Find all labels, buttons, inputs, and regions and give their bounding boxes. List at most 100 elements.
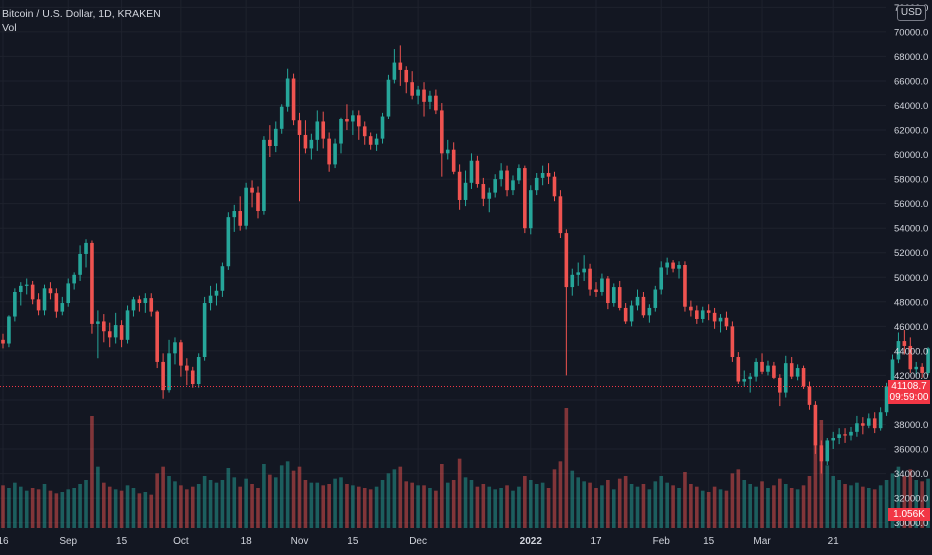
candle bbox=[920, 363, 924, 378]
candle bbox=[481, 177, 486, 207]
volume-bar bbox=[807, 476, 812, 528]
candle bbox=[404, 66, 409, 94]
candle bbox=[540, 165, 545, 186]
candle bbox=[457, 164, 462, 210]
candle-body bbox=[801, 368, 806, 387]
candle-body bbox=[807, 386, 812, 405]
candle-body bbox=[90, 242, 94, 324]
price-tick-label: 66000.0 bbox=[894, 76, 928, 87]
volume-bar bbox=[706, 492, 711, 528]
volume-bar bbox=[742, 480, 747, 528]
candle-body bbox=[872, 418, 877, 429]
candle bbox=[226, 212, 231, 270]
candle bbox=[511, 175, 515, 196]
candle bbox=[60, 296, 65, 316]
candle bbox=[872, 412, 877, 434]
time-tick-label: 18 bbox=[241, 536, 253, 547]
candle-body bbox=[505, 170, 509, 191]
candle bbox=[309, 133, 314, 160]
volume-bar bbox=[617, 478, 622, 528]
time-tick-label: Sep bbox=[59, 536, 77, 547]
candle bbox=[273, 121, 278, 153]
volume-bar bbox=[422, 485, 426, 528]
candle bbox=[807, 381, 812, 410]
volume-bar bbox=[107, 486, 112, 528]
volume-bar bbox=[861, 486, 865, 528]
candle bbox=[695, 305, 699, 324]
volume-bar bbox=[279, 465, 284, 528]
candle bbox=[196, 353, 201, 388]
volume-bar bbox=[837, 480, 841, 528]
candle bbox=[107, 322, 112, 348]
candle bbox=[36, 293, 41, 316]
candle-body bbox=[778, 377, 782, 393]
volume-bar bbox=[517, 486, 521, 528]
candle bbox=[137, 295, 142, 312]
candle bbox=[837, 428, 841, 445]
candle bbox=[96, 310, 100, 359]
volume-bar bbox=[345, 484, 349, 528]
candle bbox=[422, 82, 426, 117]
volume-bar bbox=[754, 486, 758, 528]
volume-bar bbox=[96, 466, 100, 528]
price-tick-label: 34000.0 bbox=[894, 469, 928, 480]
price-tick-label: 32000.0 bbox=[894, 494, 928, 505]
volume-bar bbox=[250, 484, 254, 528]
candle-body bbox=[629, 305, 634, 322]
candle-body bbox=[789, 363, 794, 377]
grid-lines bbox=[0, 0, 886, 530]
candle-body bbox=[754, 361, 758, 377]
volume-indicator-label[interactable]: Vol bbox=[2, 22, 17, 34]
candle bbox=[683, 261, 687, 312]
candle-body bbox=[398, 62, 403, 70]
candle-body bbox=[837, 434, 841, 438]
volume-bar bbox=[386, 473, 391, 528]
volume-bar bbox=[766, 488, 770, 528]
candle-body bbox=[718, 317, 723, 322]
currency-button[interactable]: USD bbox=[896, 5, 926, 21]
candle-body bbox=[783, 363, 788, 393]
volume-bar bbox=[606, 480, 610, 528]
candle-body bbox=[386, 79, 391, 117]
candle-body bbox=[66, 283, 71, 304]
volume-bar bbox=[866, 488, 871, 528]
candle-body bbox=[155, 311, 159, 362]
candle-body bbox=[517, 168, 521, 181]
candle-body bbox=[849, 431, 853, 436]
candle-body bbox=[374, 138, 379, 145]
candle-body bbox=[469, 160, 474, 183]
symbol-title[interactable]: Bitcoin / U.S. Dollar, 1D, KRAKEN bbox=[2, 8, 161, 20]
time-tick-label: 15 bbox=[347, 536, 359, 547]
candle bbox=[843, 428, 847, 443]
candle-body bbox=[831, 437, 835, 441]
candle-body bbox=[190, 370, 195, 385]
candle bbox=[149, 293, 154, 317]
volume-bar bbox=[475, 486, 480, 528]
volume-bar bbox=[843, 484, 847, 528]
volume-bar bbox=[493, 489, 497, 528]
candle bbox=[42, 284, 47, 316]
candle bbox=[220, 262, 225, 297]
price-tick-label: 56000.0 bbox=[894, 199, 928, 210]
volume-bar bbox=[196, 484, 201, 528]
time-tick-label: 17 bbox=[590, 536, 602, 547]
candle bbox=[54, 288, 59, 318]
candle bbox=[783, 355, 788, 398]
candle-body bbox=[185, 365, 189, 371]
candle-body bbox=[232, 211, 237, 218]
candle-body bbox=[706, 310, 711, 313]
candle-body bbox=[362, 126, 367, 137]
candle-body bbox=[416, 89, 420, 96]
candle bbox=[297, 112, 302, 202]
candle bbox=[819, 440, 824, 474]
price-tick-label: 44000.0 bbox=[894, 346, 928, 357]
volume-bar bbox=[84, 480, 88, 528]
candle bbox=[18, 282, 23, 306]
volume-bar bbox=[570, 470, 575, 528]
volume-bar bbox=[321, 485, 326, 528]
candle-body bbox=[813, 404, 818, 446]
candle bbox=[30, 280, 35, 305]
candle bbox=[339, 117, 343, 154]
